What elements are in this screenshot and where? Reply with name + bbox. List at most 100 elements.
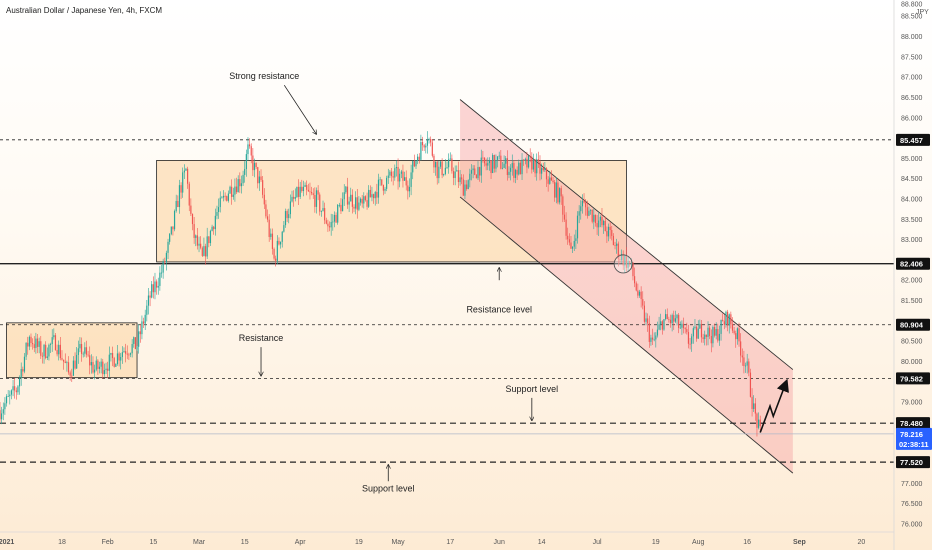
candle bbox=[10, 389, 13, 400]
candle bbox=[472, 165, 474, 179]
candle-body bbox=[201, 247, 203, 256]
candle-body bbox=[403, 177, 406, 181]
marker-circle bbox=[613, 254, 633, 274]
candle-body bbox=[302, 186, 305, 192]
candle-body bbox=[436, 161, 438, 179]
candle-body bbox=[663, 319, 665, 330]
candle-body bbox=[107, 368, 109, 371]
candle-body bbox=[647, 318, 649, 324]
candle bbox=[121, 346, 123, 364]
candle-body bbox=[544, 168, 546, 171]
candle-body bbox=[518, 162, 520, 175]
candle bbox=[90, 354, 92, 374]
candle bbox=[213, 225, 215, 235]
candle bbox=[22, 366, 24, 377]
candle-body bbox=[120, 356, 122, 361]
candle-body bbox=[506, 158, 508, 176]
candle bbox=[296, 186, 298, 198]
candle bbox=[720, 319, 722, 341]
candle-body bbox=[293, 196, 295, 199]
candle bbox=[743, 350, 745, 374]
candle bbox=[333, 211, 336, 228]
candle-body bbox=[214, 215, 216, 230]
candle bbox=[240, 175, 243, 194]
candle-body bbox=[725, 311, 727, 325]
candle bbox=[330, 213, 332, 236]
descending-channel bbox=[459, 99, 794, 474]
candle bbox=[704, 330, 706, 346]
candle-body bbox=[696, 326, 698, 339]
candle bbox=[209, 229, 212, 246]
candle-body bbox=[554, 182, 556, 198]
candle bbox=[663, 319, 665, 331]
candle bbox=[332, 214, 334, 231]
candle bbox=[46, 347, 48, 360]
candle bbox=[152, 276, 154, 299]
candle-body bbox=[221, 197, 223, 199]
candle-body bbox=[390, 171, 393, 177]
candle bbox=[278, 237, 280, 246]
candle bbox=[260, 169, 262, 182]
candle bbox=[324, 202, 326, 225]
candle bbox=[7, 389, 9, 398]
candle-body bbox=[255, 162, 257, 168]
candle-body bbox=[624, 255, 626, 266]
candle bbox=[341, 192, 344, 212]
candle bbox=[146, 299, 148, 322]
x-tick-label: Mar bbox=[193, 539, 206, 546]
candle-body bbox=[410, 172, 412, 187]
candle bbox=[218, 198, 220, 219]
candle-body bbox=[611, 230, 613, 236]
candle bbox=[585, 198, 587, 216]
candle bbox=[421, 136, 424, 151]
candle bbox=[687, 324, 690, 349]
candle bbox=[172, 226, 174, 236]
candle-body bbox=[361, 198, 363, 204]
candle bbox=[281, 230, 283, 248]
candle-body bbox=[123, 351, 125, 353]
candle bbox=[322, 200, 324, 212]
candle-body bbox=[567, 235, 569, 240]
candle-body bbox=[291, 196, 293, 202]
candle-body bbox=[508, 171, 510, 176]
candle-body bbox=[557, 182, 559, 203]
candle-body bbox=[443, 173, 445, 176]
candle bbox=[573, 234, 575, 252]
candle bbox=[430, 136, 432, 147]
candle-body bbox=[314, 194, 316, 207]
candle-body bbox=[622, 253, 624, 266]
candle-body bbox=[363, 196, 365, 204]
candle bbox=[469, 168, 471, 188]
candle-body bbox=[704, 334, 706, 340]
candle bbox=[609, 222, 611, 239]
candle-body bbox=[209, 230, 212, 244]
candle-body bbox=[170, 226, 172, 235]
candle-body bbox=[97, 360, 99, 369]
candle bbox=[578, 205, 580, 224]
candle-body bbox=[270, 233, 272, 237]
candle-body bbox=[465, 184, 468, 190]
candle-body bbox=[707, 327, 709, 337]
candle-body bbox=[467, 180, 469, 190]
candle-body bbox=[208, 236, 210, 244]
candle-body bbox=[753, 403, 755, 409]
candle-body bbox=[110, 353, 112, 355]
candle-body bbox=[335, 214, 337, 223]
candle-body bbox=[521, 159, 523, 175]
candle bbox=[518, 159, 520, 176]
candle bbox=[263, 188, 265, 210]
candle-body bbox=[89, 355, 91, 366]
candle-body bbox=[118, 353, 120, 361]
candle-body bbox=[464, 184, 466, 196]
candle bbox=[511, 154, 513, 176]
candle bbox=[67, 356, 70, 375]
candle-body bbox=[9, 394, 11, 397]
candle bbox=[555, 177, 557, 204]
candle-body bbox=[234, 186, 236, 195]
candle bbox=[684, 326, 686, 334]
candle-body bbox=[94, 369, 96, 373]
candle bbox=[475, 174, 477, 179]
candle-body bbox=[650, 337, 652, 342]
candle-body bbox=[756, 413, 758, 428]
